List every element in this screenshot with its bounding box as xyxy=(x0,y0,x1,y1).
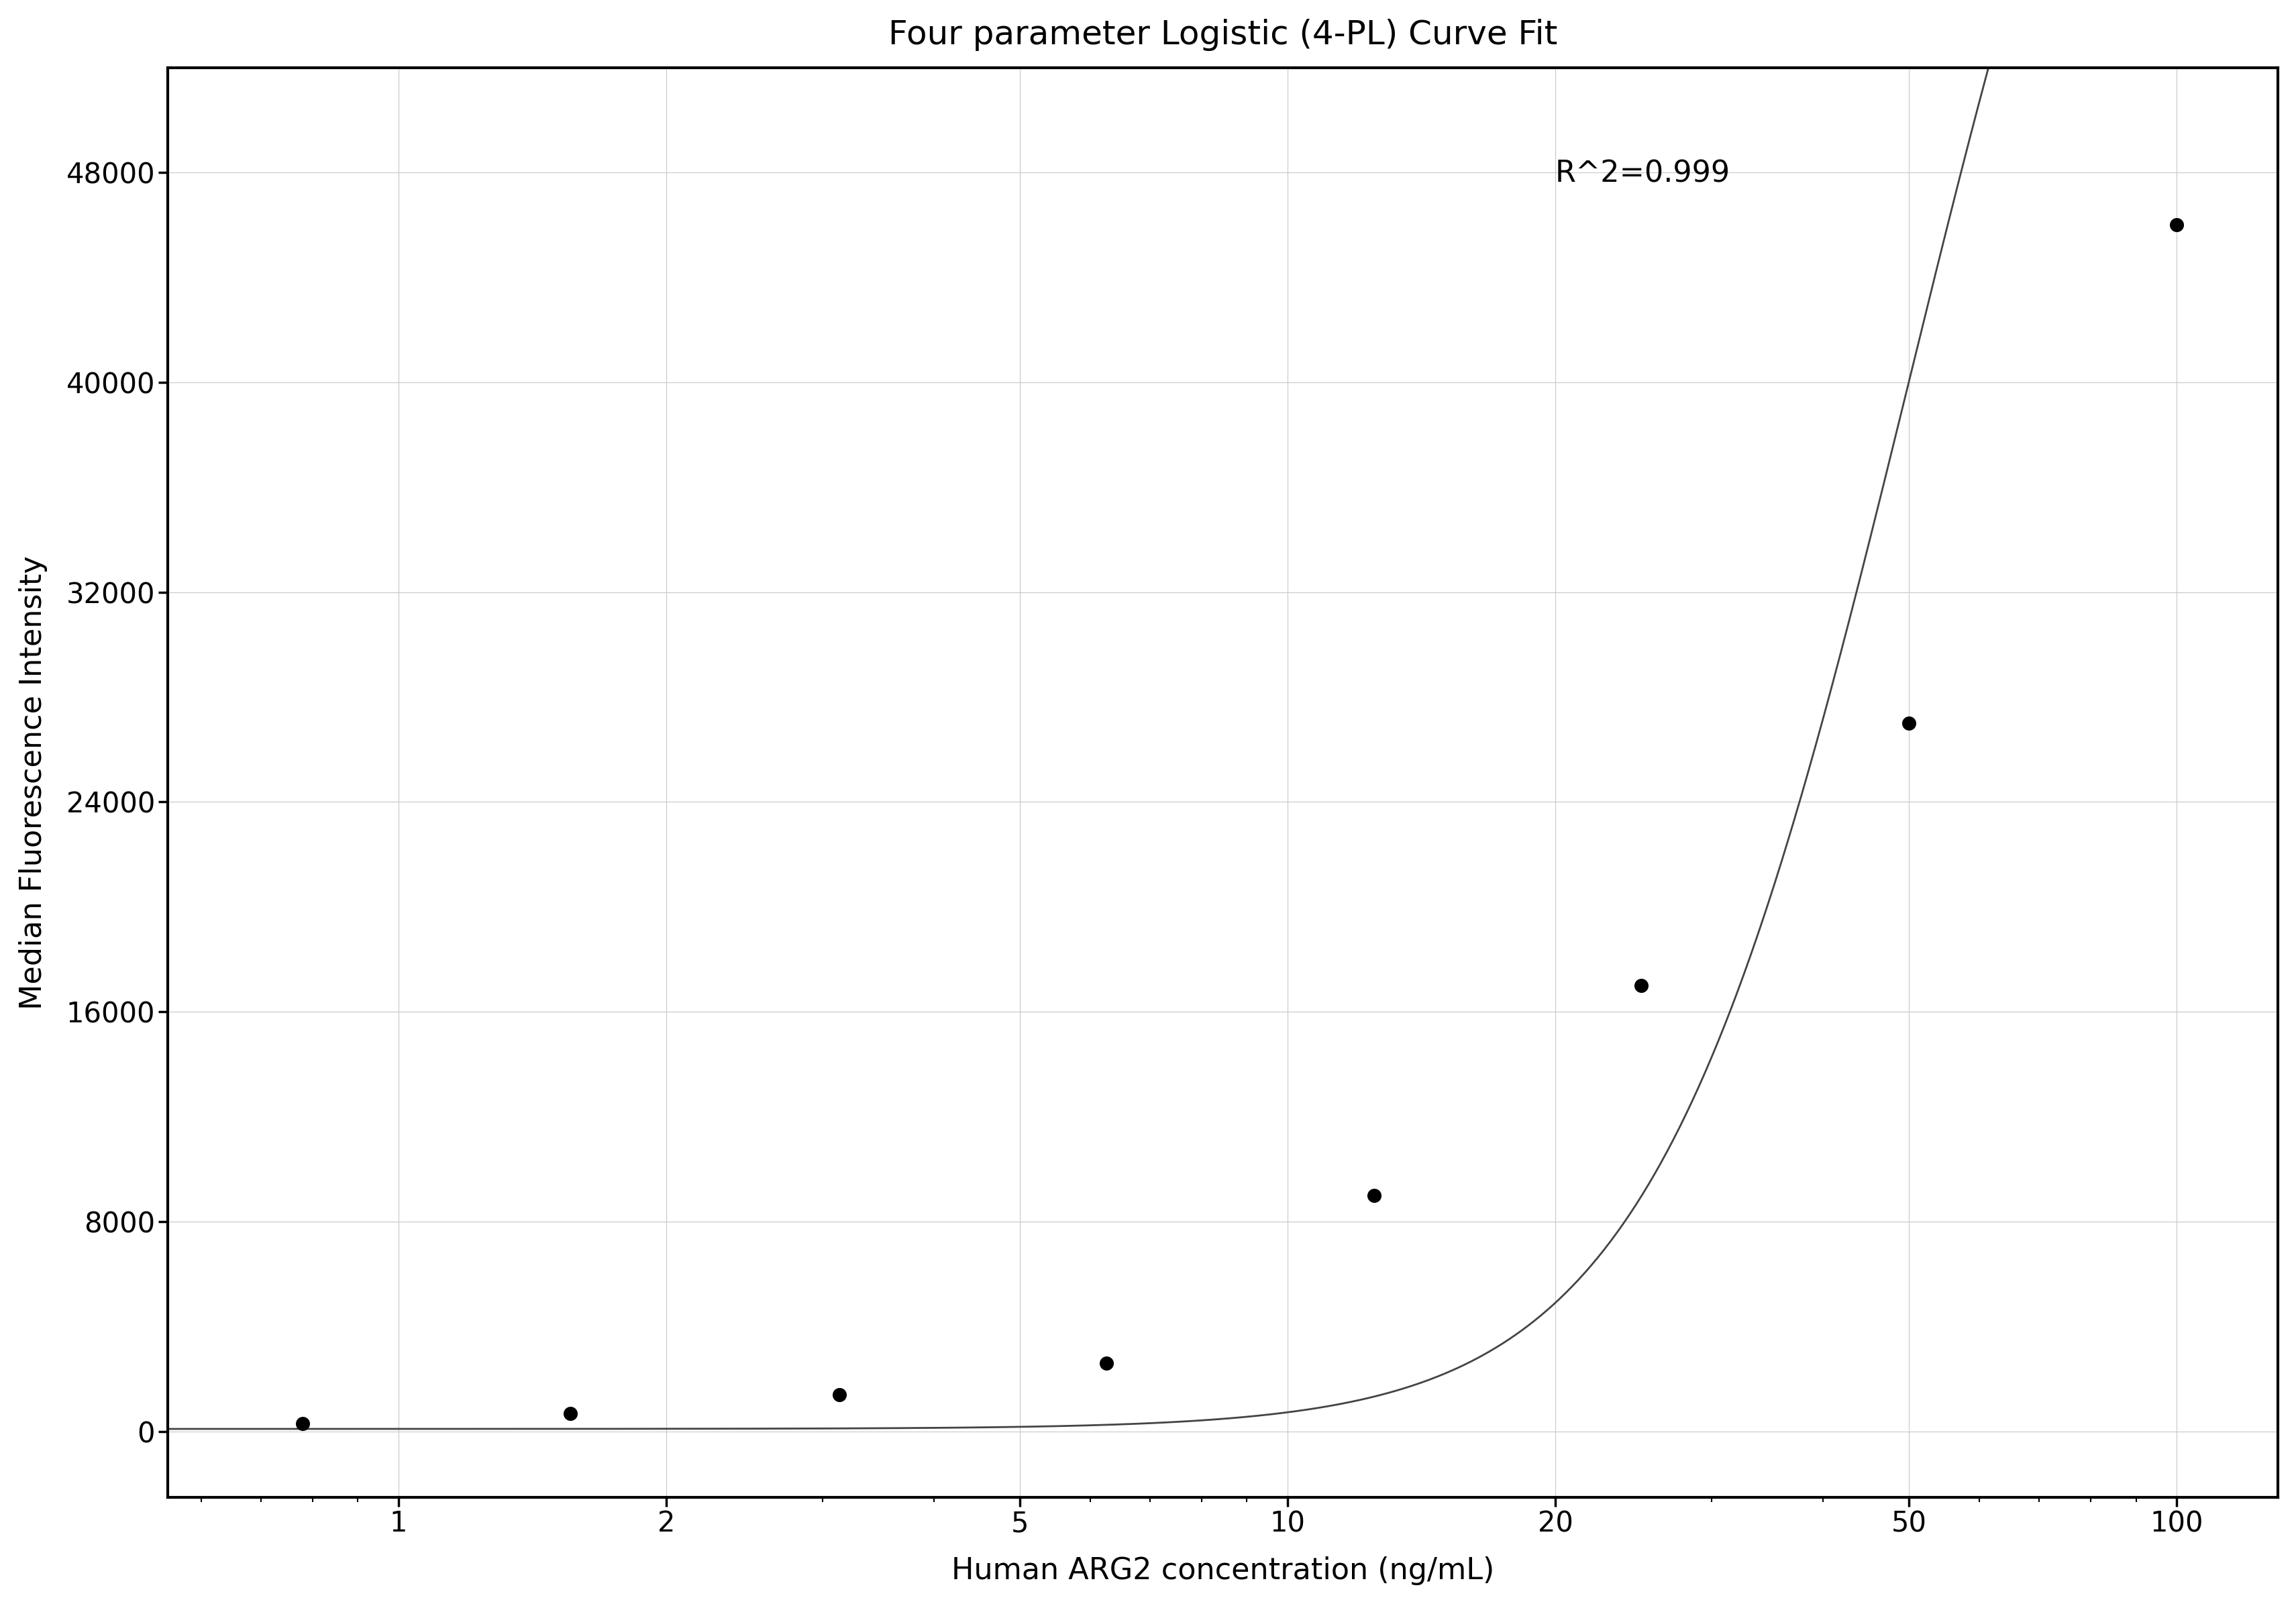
X-axis label: Human ARG2 concentration (ng/mL): Human ARG2 concentration (ng/mL) xyxy=(951,1556,1495,1585)
Point xyxy=(1623,972,1660,998)
Y-axis label: Median Fluorescence Intensity: Median Fluorescence Intensity xyxy=(18,555,48,1009)
Point xyxy=(551,1400,588,1426)
Point xyxy=(820,1383,856,1408)
Point xyxy=(1355,1182,1391,1208)
Title: Four parameter Logistic (4-PL) Curve Fit: Four parameter Logistic (4-PL) Curve Fit xyxy=(889,19,1557,51)
Point xyxy=(2158,212,2195,237)
Point xyxy=(1890,711,1926,736)
Point xyxy=(285,1412,321,1437)
Point xyxy=(1088,1351,1125,1376)
Text: R^2=0.999: R^2=0.999 xyxy=(1554,159,1729,188)
